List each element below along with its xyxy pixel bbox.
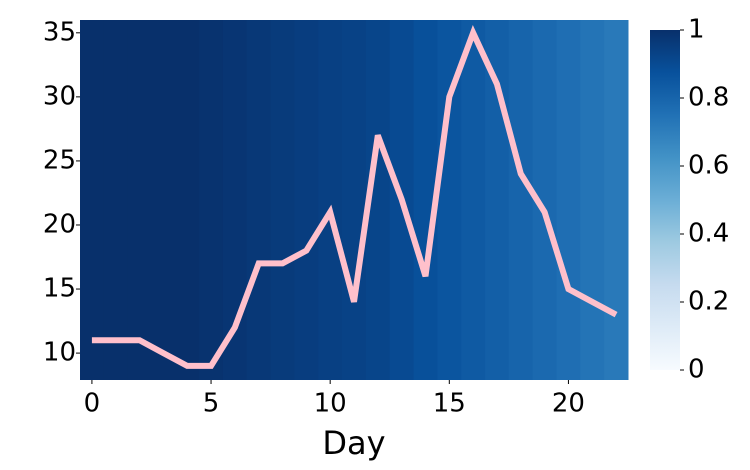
x-tick-label: 20: [552, 389, 585, 419]
y-tick-label: 15: [43, 274, 76, 304]
heatmap-cell: [270, 20, 295, 380]
y-tick-label: 35: [43, 17, 76, 47]
heatmap-cell: [604, 20, 629, 380]
heatmap-cell: [127, 20, 152, 380]
x-tick-label: 5: [203, 389, 220, 419]
heatmap-cell: [80, 20, 105, 380]
colorbar: [650, 30, 680, 370]
heatmap-cell: [175, 20, 200, 380]
y-tick-label: 20: [43, 209, 76, 239]
x-tick-label: 10: [314, 389, 347, 419]
heatmap-cell: [294, 20, 319, 380]
x-tick-label: 0: [84, 389, 101, 419]
heatmap-cell: [461, 20, 486, 380]
y-tick-label: 30: [43, 81, 76, 111]
heatmap-cell: [580, 20, 605, 380]
heatmap-cell: [103, 20, 129, 380]
heatmap-cell: [199, 20, 224, 380]
heatmap-cell: [151, 20, 176, 380]
heatmap-cell: [485, 20, 510, 380]
colorbar-tick-label: 0: [688, 355, 705, 385]
heatmap-cell: [508, 20, 534, 380]
x-axis-label: Day: [322, 424, 385, 462]
x-tick-label: 15: [433, 389, 466, 419]
heatmap-cell: [556, 20, 581, 380]
colorbar-tick-label: 0.2: [688, 287, 729, 317]
heatmap-cell: [246, 20, 272, 380]
colorbar-tick-label: 1: [688, 15, 705, 45]
colorbar-tick-label: 0.4: [688, 219, 729, 249]
y-tick-label: 10: [43, 338, 76, 368]
colorbar-tick-label: 0.8: [688, 83, 729, 113]
y-tick-label: 25: [43, 145, 76, 175]
heatmap-cell: [342, 20, 367, 380]
data-line: [91, 25, 618, 369]
heatmap-cell: [318, 20, 343, 380]
colorbar-tick-label: 0.6: [688, 151, 729, 181]
